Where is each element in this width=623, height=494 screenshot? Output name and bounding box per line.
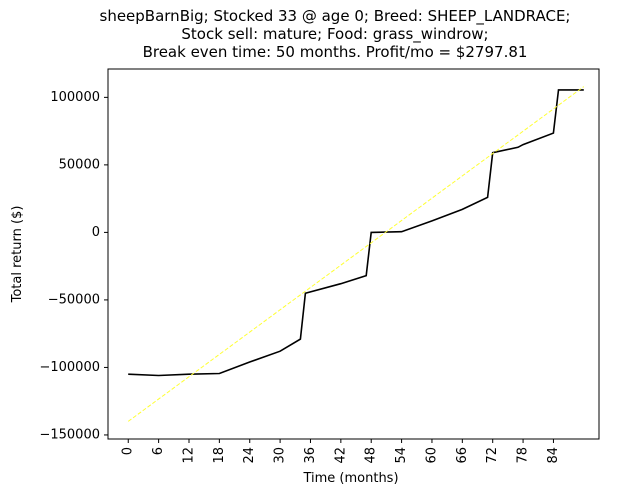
x-tick-label: 78 xyxy=(516,447,531,464)
y-tick-label: 100000 xyxy=(50,90,100,105)
total-return-line xyxy=(128,89,584,377)
x-tick-label: 6 xyxy=(151,447,166,455)
y-tick-label: −100000 xyxy=(39,360,100,375)
plot-series xyxy=(127,86,585,422)
x-axis: 0 6 12 18 24 30 36 42 48 54 60 66 72 78 84 xyxy=(121,439,561,464)
x-tick-label: 18 xyxy=(212,447,227,464)
x-tick-label: 54 xyxy=(394,447,409,464)
y-axis-label: Total return ($) xyxy=(10,206,25,304)
y-axis: 100000 50000 0 −50000 −100000 −150000 xyxy=(39,90,108,442)
x-tick-label: 84 xyxy=(546,447,561,464)
x-tick-label: 30 xyxy=(273,447,288,464)
x-tick-label: 60 xyxy=(425,447,440,464)
x-tick-label: 66 xyxy=(455,447,470,464)
x-tick-label: 12 xyxy=(182,447,197,464)
x-tick-label: 72 xyxy=(485,447,500,464)
x-tick-label: 48 xyxy=(364,447,379,464)
y-tick-label: −50000 xyxy=(48,292,100,307)
x-tick-label: 42 xyxy=(333,447,348,464)
x-tick-label: 24 xyxy=(242,447,257,464)
trend-line xyxy=(127,86,585,422)
y-tick-label: 0 xyxy=(92,225,100,240)
plot-area-frame xyxy=(107,68,600,440)
chart-title-line-1: sheepBarnBig; Stocked 33 @ age 0; Breed:… xyxy=(99,7,571,25)
x-tick-label: 0 xyxy=(121,447,136,455)
x-axis-label: Time (months) xyxy=(302,471,398,486)
x-tick-label: 36 xyxy=(303,447,318,464)
y-tick-label: 50000 xyxy=(59,157,100,172)
chart-title-line-2: Stock sell: mature; Food: grass_windrow; xyxy=(181,25,489,43)
chart-title-line-3: Break even time: 50 months. Profit/mo = … xyxy=(142,43,528,61)
y-tick-label: −150000 xyxy=(39,427,100,442)
